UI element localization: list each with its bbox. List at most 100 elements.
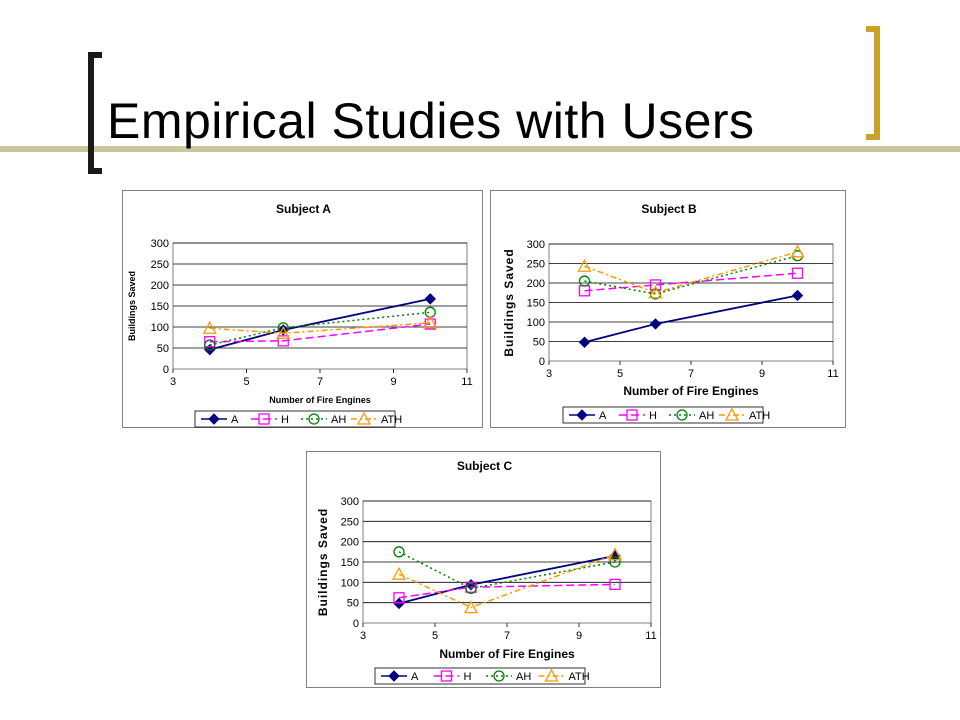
data-point-ath: [423, 315, 438, 329]
x-tick-label: 7: [504, 630, 510, 642]
chart-canvas: Subject C 0 50 100 150 200 250 300 3 5 7 9 11 Number …: [316, 459, 657, 685]
chart-title: Subject B: [641, 202, 697, 216]
chart-canvas: Subject B 0 50 100 150 200 250 300 3 5 7 9 11 Number …: [502, 202, 839, 424]
x-axis-label: Number of Fire Engines: [439, 647, 575, 661]
series-line-ath: [209, 322, 431, 335]
series-line-ah: [398, 551, 616, 590]
x-tick-label: 9: [759, 368, 765, 380]
legend-label-ah: AH: [516, 671, 531, 683]
legend-label-ath: ATH: [749, 410, 770, 422]
legend-box: [562, 406, 764, 424]
legend-label-a: A: [599, 410, 607, 422]
legend-label-a: A: [411, 671, 419, 683]
chart-canvas: Subject A 0 50 100 150 200 250 300 3 5 7 9 11 Number …: [127, 202, 473, 428]
y-tick-label: 150: [151, 301, 169, 313]
data-point-ah: [578, 275, 591, 287]
legend-marker-h: [440, 670, 453, 682]
x-axis-label: Number of Fire Engines: [269, 395, 371, 405]
legend-box: [194, 410, 396, 428]
x-tick-label: 3: [360, 630, 366, 642]
series-line-h: [209, 323, 431, 343]
x-tick-label: 11: [645, 630, 656, 642]
legend-box: [374, 667, 586, 685]
y-tick-label: 300: [527, 239, 545, 251]
y-tick-label: 300: [341, 496, 359, 508]
y-tick-label: 100: [341, 577, 359, 589]
y-tick-label: 100: [527, 317, 545, 329]
chart-subject-b: Subject B 0 50 100 150 200 250 300 3 5 7 9 11 Number …: [490, 190, 846, 428]
legend-label-ath: ATH: [381, 414, 402, 426]
y-tick-label: 150: [341, 557, 359, 569]
y-tick-label: 250: [151, 259, 169, 271]
data-point-ah: [649, 288, 662, 300]
data-point-a: [791, 289, 804, 302]
legend: A H AH ATH: [374, 667, 590, 685]
data-point-ath: [463, 600, 479, 614]
series-line-ath: [398, 553, 616, 609]
legend-label-h: H: [649, 410, 657, 422]
y-tick-label: 0: [163, 364, 169, 376]
data-point-h: [649, 279, 662, 291]
x-tick-label: 9: [390, 376, 396, 388]
y-tick-label: 300: [151, 238, 169, 250]
data-point-h: [393, 592, 405, 604]
data-point-ah: [609, 556, 621, 568]
legend: A H AH ATH: [194, 410, 402, 428]
legend-label-ah: AH: [699, 410, 714, 422]
data-point-ath: [577, 258, 592, 272]
y-tick-label: 200: [341, 537, 359, 549]
right-bracket-decoration: [866, 26, 880, 140]
x-tick-label: 11: [461, 376, 472, 388]
y-axis-label: Buildings Saved: [127, 271, 137, 341]
y-tick-label: 0: [539, 356, 545, 368]
series-line-ath: [584, 251, 798, 294]
slide-title: Empirical Studies with Users: [107, 93, 755, 149]
x-tick-label: 7: [688, 368, 694, 380]
y-tick-label: 250: [341, 516, 359, 528]
x-tick-label: 5: [243, 376, 249, 388]
legend-marker-a: [576, 409, 588, 421]
legend: A H AH ATH: [562, 406, 770, 424]
legend-label-ath: ATH: [569, 671, 590, 683]
data-point-h: [424, 318, 436, 330]
chart-title: Subject A: [276, 202, 331, 216]
data-point-ath: [276, 325, 291, 339]
legend-label-ah: AH: [331, 414, 346, 426]
legend-marker-h: [258, 413, 270, 425]
y-tick-label: 100: [151, 322, 169, 334]
y-tick-label: 200: [151, 280, 169, 292]
legend-marker-ah: [676, 409, 688, 421]
legend-marker-h: [626, 409, 638, 421]
data-point-ah: [393, 546, 405, 558]
y-tick-label: 50: [533, 337, 545, 349]
data-point-ath: [202, 320, 217, 334]
chart-subject-a: Subject A 0 50 100 150 200 250 300 3 5 7 9 11 Number …: [122, 190, 483, 428]
data-point-a: [424, 293, 436, 305]
series-line-ah: [584, 254, 798, 295]
data-point-a: [649, 318, 662, 330]
y-tick-label: 200: [527, 278, 545, 290]
y-tick-label: 50: [157, 343, 169, 355]
data-point-ath: [391, 566, 407, 580]
x-tick-label: 5: [432, 630, 438, 642]
y-tick-label: 250: [527, 259, 545, 271]
legend-marker-ath: [544, 668, 559, 682]
left-bracket-decoration: [88, 52, 102, 174]
x-tick-label: 9: [576, 630, 582, 642]
legend-label-a: A: [231, 414, 239, 426]
data-point-ah: [204, 339, 216, 351]
x-tick-label: 3: [170, 376, 176, 388]
data-point-a: [578, 336, 591, 348]
legend-marker-ah: [493, 670, 505, 682]
legend-marker-a: [388, 670, 400, 682]
chart-title: Subject C: [457, 459, 513, 473]
x-tick-label: 7: [317, 376, 323, 388]
legend-marker-ah: [308, 413, 320, 425]
x-tick-label: 11: [827, 368, 838, 380]
chart-subject-c: Subject C 0 50 100 150 200 250 300 3 5 7 9 11 Number …: [306, 451, 661, 688]
legend-label-h: H: [464, 671, 472, 683]
series-line-h: [398, 583, 616, 599]
legend-marker-ath: [724, 407, 740, 421]
data-point-ath: [607, 547, 623, 561]
y-tick-label: 0: [353, 618, 359, 630]
